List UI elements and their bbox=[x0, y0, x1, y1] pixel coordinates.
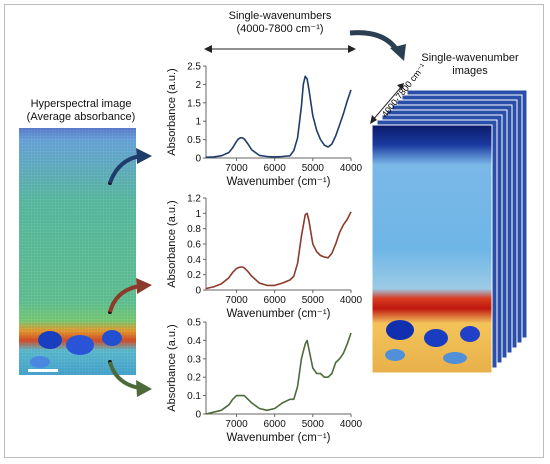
y-tick-label: 0.1 bbox=[187, 391, 201, 402]
x-tick-label: 7000 bbox=[225, 295, 248, 306]
stack-blob bbox=[385, 349, 405, 361]
y-tick-label: 0.5 bbox=[187, 135, 201, 146]
x-axis-label: Wavenumber (cm⁻¹) bbox=[226, 308, 330, 320]
y-axis-label: Absorbance (a.u.) bbox=[166, 200, 178, 287]
y-tick-label: 1.2 bbox=[187, 194, 201, 205]
y-tick-label: 0.4 bbox=[187, 336, 201, 347]
stack-blob bbox=[424, 329, 448, 347]
spectrum-chart-3: 0 0.1 0.2 0.3 0.4 0.5 7000 6000 5000 4000 Wavenumb… bbox=[166, 318, 363, 445]
left-label-line2: (Average absorbance) bbox=[26, 111, 136, 123]
y-tick-label: 0 bbox=[195, 154, 201, 165]
top-label: Single-wavenumbers (4000-7800 cm⁻¹) bbox=[215, 10, 345, 36]
x-tick-label: 7000 bbox=[225, 163, 248, 174]
left-label: Hyperspectral image (Average absorbance) bbox=[6, 98, 156, 124]
spectrum-chart-1: 0 0.5 1 1.5 2 2.5 7000 6000 5000 4000 Wavenumber (… bbox=[166, 62, 363, 189]
y-tick-label: 1 bbox=[195, 209, 201, 220]
y-tick-label: 0.2 bbox=[187, 270, 201, 281]
spectrum-chart-2: 0 0.2 0.4 0.6 0.8 1 1.2 7000 6000 5000 4000 Wavenum… bbox=[166, 194, 363, 321]
stack-blob bbox=[443, 352, 467, 364]
right-label-line1: Single-wavenumber bbox=[421, 52, 519, 64]
top-range-arrow bbox=[204, 45, 356, 53]
curved-arrow-to-images bbox=[349, 30, 406, 61]
stack-range-arrow bbox=[370, 83, 404, 124]
arrow-to-chart-3 bbox=[108, 361, 152, 397]
y-tick-label: 2 bbox=[195, 80, 201, 91]
x-tick-label: 4000 bbox=[340, 295, 363, 306]
right-label: Single-wavenumber images bbox=[400, 52, 540, 78]
x-tick-label: 4000 bbox=[340, 163, 363, 174]
x-tick-label: 6000 bbox=[264, 295, 287, 306]
y-tick-label: 0.8 bbox=[187, 224, 201, 235]
arrow-to-chart-2 bbox=[108, 278, 152, 313]
y-tick-label: 0.6 bbox=[187, 240, 201, 251]
x-tick-label: 6000 bbox=[264, 419, 287, 430]
y-tick-label: 1 bbox=[195, 117, 201, 128]
y-tick-label: 1.5 bbox=[187, 98, 201, 109]
y-tick-label: 0 bbox=[195, 410, 201, 421]
x-tick-label: 5000 bbox=[302, 163, 325, 174]
x-tick-label: 5000 bbox=[302, 419, 325, 430]
x-tick-label: 6000 bbox=[264, 163, 287, 174]
spectrum-line bbox=[205, 211, 352, 290]
stack-blob bbox=[460, 326, 480, 342]
top-label-line2: (4000-7800 cm⁻¹) bbox=[236, 23, 324, 35]
y-tick-label: 2.5 bbox=[187, 62, 201, 73]
spectrum-line bbox=[205, 75, 352, 159]
y-axis-label: Absorbance (a.u.) bbox=[166, 324, 178, 411]
y-tick-label: 0 bbox=[195, 286, 201, 297]
arrow-to-chart-1 bbox=[108, 148, 152, 184]
figure-frame bbox=[4, 4, 544, 458]
x-axis-label: Wavenumber (cm⁻¹) bbox=[226, 432, 330, 444]
y-tick-label: 0.4 bbox=[187, 255, 201, 266]
stack-blob bbox=[386, 320, 414, 340]
y-tick-label: 0.5 bbox=[187, 318, 201, 329]
y-tick-label: 0.3 bbox=[187, 354, 201, 365]
x-tick-label: 7000 bbox=[225, 419, 248, 430]
single-wavenumber-image-stack bbox=[371, 89, 528, 374]
top-label-line1: Single-wavenumbers bbox=[228, 10, 332, 22]
y-tick-label: 0.2 bbox=[187, 373, 201, 384]
spectrum-line bbox=[205, 332, 352, 415]
x-tick-label: 4000 bbox=[340, 419, 363, 430]
y-axis-label: Absorbance (a.u.) bbox=[166, 68, 178, 155]
x-tick-label: 5000 bbox=[302, 295, 325, 306]
left-label-line1: Hyperspectral image bbox=[30, 98, 132, 110]
right-label-line2: images bbox=[452, 65, 488, 77]
x-axis-label: Wavenumber (cm⁻¹) bbox=[226, 176, 330, 188]
